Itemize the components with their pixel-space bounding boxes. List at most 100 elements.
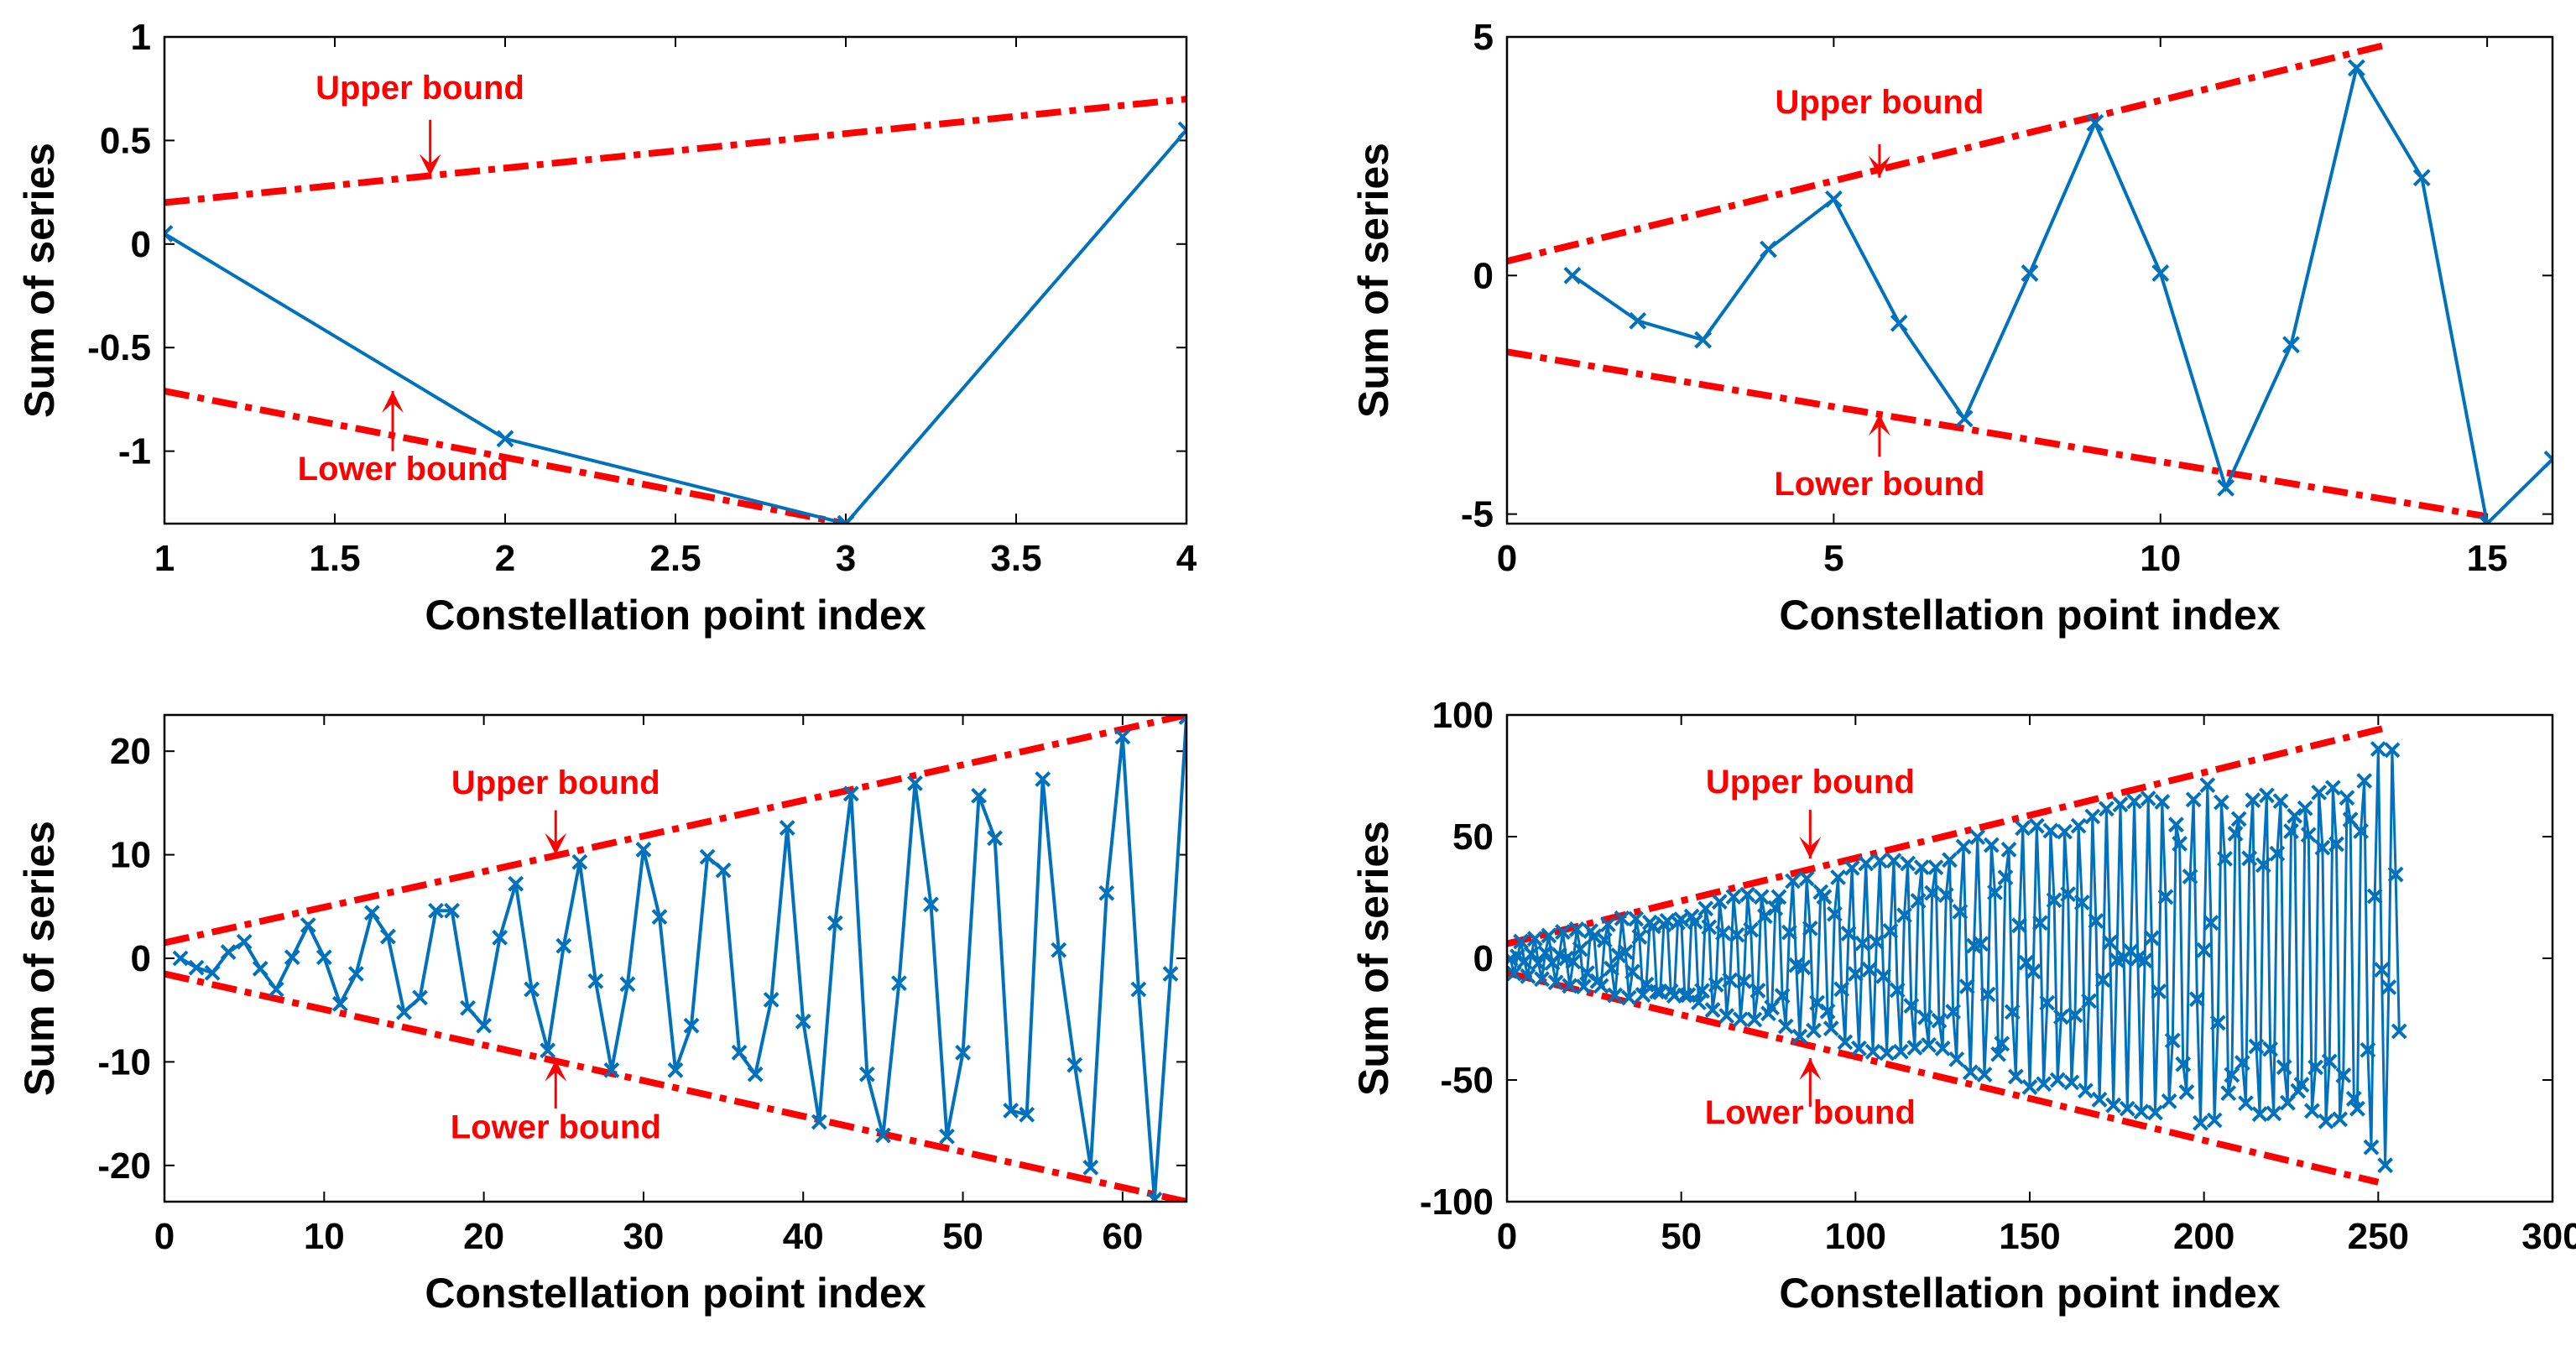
data-point-marker (2049, 1072, 2066, 1088)
data-point-marker (1822, 1020, 1839, 1037)
data-point-marker (2112, 796, 2129, 813)
data-point-marker (971, 787, 988, 804)
annotation-arrow-head (545, 832, 567, 855)
data-point-marker (2251, 1106, 2268, 1123)
data-point-marker (1617, 943, 1634, 960)
upper-bound-line (1507, 40, 2391, 265)
data-point-marker (2067, 1007, 2083, 1024)
data-point-marker (1785, 873, 1801, 890)
data-point-marker (2245, 792, 2261, 808)
data-point-marker (555, 937, 572, 954)
data-point-marker (2098, 801, 2115, 817)
data-point-marker (2078, 1083, 2094, 1099)
data-point-marker (2300, 827, 2317, 843)
data-point-marker (220, 944, 237, 961)
data-point-marker (2259, 787, 2275, 804)
data-point-marker (2230, 811, 2247, 827)
data-point-marker (1715, 925, 1731, 942)
data-point-marker (2339, 790, 2355, 806)
annotation-arrow-head (382, 391, 404, 414)
data-point-marker (444, 902, 460, 919)
upper-bound-line (164, 96, 1186, 206)
data-point-marker (2151, 983, 2167, 999)
data-point-marker (2147, 1104, 2163, 1121)
x-tick-label: 2.5 (649, 538, 701, 579)
data-point-marker (2335, 1067, 2352, 1083)
data-point-marker (2347, 59, 2365, 77)
data-point-marker (1098, 884, 1115, 901)
data-point-marker (1826, 905, 1843, 922)
data-point-marker (2353, 823, 2369, 839)
data-point-marker (1513, 933, 1530, 950)
data-point-marker (2266, 1105, 2282, 1122)
data-point-marker (2086, 113, 2104, 132)
data-point-marker (1802, 920, 1818, 936)
data-point-marker (1607, 987, 1624, 1004)
data-point-marker (1781, 924, 1797, 941)
upper-bound-label: Upper bound (315, 70, 524, 107)
data-point-marker (2272, 793, 2289, 810)
data-point-marker (1760, 240, 1777, 258)
data-point-marker (1586, 928, 1603, 945)
data-point-marker (2154, 794, 2171, 810)
y-tick-label: -5 (1461, 494, 1494, 535)
x-tick-label: 3.5 (990, 538, 1041, 579)
data-point-marker (1843, 859, 1860, 876)
data-point-marker (1847, 966, 1864, 982)
lower-bound-line (164, 388, 847, 524)
data-point-marker (540, 1042, 556, 1059)
annotation-arrow-head (1868, 155, 1890, 178)
data-point-marker (1749, 983, 1766, 999)
data-point-marker (1565, 953, 1582, 970)
x-tick-label: 1.5 (309, 538, 360, 579)
data-point-marker (1732, 1011, 1749, 1028)
data-point-marker (1889, 982, 1906, 999)
upper-bound-label: Upper bound (451, 764, 660, 801)
data-point-marker (2081, 993, 2098, 1010)
y-tick-label: 50 (1452, 816, 1494, 858)
data-point-marker (492, 929, 508, 946)
x-tick-label: 0 (1497, 538, 1517, 579)
x-tick-label: 50 (942, 1216, 983, 1257)
lower-bound-label: Lower bound (451, 1109, 661, 1146)
data-point-marker (2126, 793, 2143, 810)
data-point-marker (1593, 978, 1609, 994)
series-line (1571, 63, 2553, 524)
data-point-marker (907, 775, 923, 791)
data-point-marker (236, 933, 253, 950)
data-point-marker (2297, 800, 2313, 816)
data-point-marker (923, 896, 939, 913)
data-point-marker (2028, 817, 2045, 834)
data-point-marker (1114, 728, 1131, 745)
data-point-marker (1958, 978, 1975, 994)
annotation-arrow-head (419, 154, 441, 176)
data-point-marker (747, 1066, 764, 1083)
x-tick-label: 5 (1823, 538, 1843, 579)
data-point-marker (1927, 859, 1944, 876)
data-point-marker (1879, 1045, 1895, 1062)
data-point-marker (2380, 979, 2397, 995)
data-point-marker (1704, 1002, 1721, 1018)
data-point-marker (1976, 1067, 1993, 1083)
x-axis-label: Constellation point index (425, 592, 926, 639)
data-point-marker (1572, 941, 1588, 957)
data-point-marker (1629, 311, 1647, 330)
data-point-marker (508, 875, 524, 892)
data-point-marker (1921, 1036, 1937, 1053)
data-point-marker (1729, 926, 1745, 943)
data-point-marker (1562, 978, 1578, 994)
data-point-marker (1994, 1036, 2010, 1052)
data-point-marker (1697, 900, 1714, 917)
data-point-marker (1541, 927, 1557, 944)
data-point-marker (2007, 1068, 2024, 1085)
data-point-marker (667, 1062, 684, 1078)
x-axis-label: Constellation point index (425, 1270, 926, 1317)
data-point-marker (1987, 884, 2003, 900)
data-point-marker (2356, 773, 2373, 789)
lower-bound-line (164, 970, 1186, 1202)
data-point-marker (1942, 852, 1958, 869)
data-point-marker (1146, 1192, 1163, 1202)
data-point-marker (731, 1044, 748, 1061)
data-point-marker (1537, 945, 1554, 961)
data-point-marker (1861, 962, 1878, 978)
